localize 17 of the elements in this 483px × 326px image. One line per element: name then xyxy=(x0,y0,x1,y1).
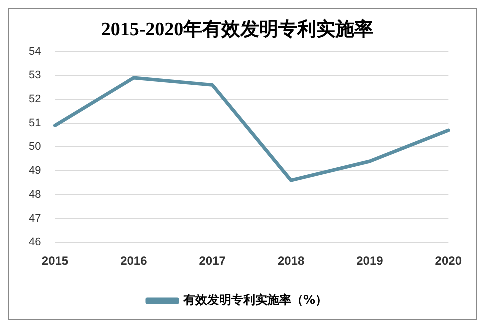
legend-label: 有效发明专利实施率（%） xyxy=(182,293,328,308)
y-tick-label: 49 xyxy=(28,165,42,178)
x-tick-label: 2016 xyxy=(120,254,148,268)
y-tick-label: 50 xyxy=(28,141,42,154)
y-tick-label: 51 xyxy=(28,117,42,130)
x-tick-label: 2019 xyxy=(356,254,384,268)
y-tick-label: 47 xyxy=(28,212,42,225)
x-tick-label: 2018 xyxy=(278,254,305,268)
y-tick-label: 52 xyxy=(28,94,42,106)
chart-title: 2015-2020年有效发明专利实施率 xyxy=(101,18,374,40)
y-tick-label: 53 xyxy=(28,70,42,82)
x-tick-label: 2015 xyxy=(42,254,69,268)
x-tick-label: 2020 xyxy=(435,254,462,268)
y-tick-label: 54 xyxy=(28,46,42,58)
x-tick-label: 2017 xyxy=(199,254,226,268)
y-tick-label: 46 xyxy=(28,236,42,249)
y-tick-label: 48 xyxy=(28,188,42,201)
